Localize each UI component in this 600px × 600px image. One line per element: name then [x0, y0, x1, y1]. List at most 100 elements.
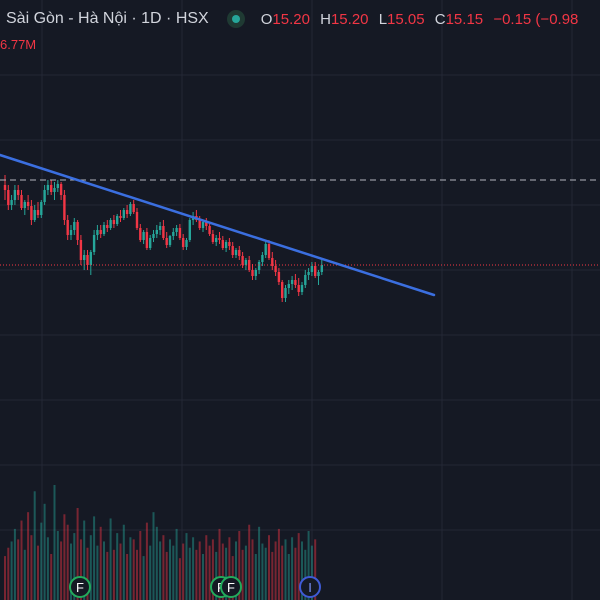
event-markers: FFFI	[69, 576, 321, 598]
candle-body	[215, 238, 218, 242]
candle-body	[208, 226, 211, 234]
volume-bar	[225, 547, 228, 600]
volume-bar	[208, 545, 211, 600]
volume-bar	[56, 531, 59, 600]
volume-bar	[23, 549, 26, 600]
open-label: O	[260, 10, 273, 28]
volume-bar	[142, 556, 145, 600]
candle-body	[257, 262, 261, 270]
volume-bar	[46, 537, 49, 600]
volume-bar	[99, 526, 102, 600]
ohlc-values: O15.20 H15.20 L15.05 C15.15 −0.15 (−0.98	[255, 11, 579, 28]
volume-bar	[182, 543, 185, 600]
candle-body	[106, 225, 109, 228]
volume-bar	[155, 526, 158, 600]
volume-bar	[136, 549, 138, 600]
candle-body	[142, 232, 145, 240]
symbol-title[interactable]: Sài Gòn - Hà Nội · 1D · HSX	[6, 10, 209, 27]
volume-bar	[139, 531, 142, 600]
candle-body	[86, 255, 89, 265]
change-value: −0.15 (−0.98	[493, 10, 579, 28]
volume-bars	[4, 485, 317, 600]
volume-bar	[205, 535, 208, 600]
candle-body	[188, 220, 191, 240]
volume-bar	[271, 551, 274, 600]
volume-bar	[244, 545, 247, 600]
candle-body	[129, 204, 132, 214]
volume-bar	[103, 541, 105, 600]
financials-marker-icon[interactable]	[220, 576, 242, 598]
volume-bar	[149, 545, 152, 600]
candle-body	[149, 238, 152, 248]
candle-body	[139, 228, 142, 240]
volume-bar	[221, 543, 224, 600]
event-marker-label: I	[308, 580, 312, 595]
volume-bar	[20, 520, 23, 600]
volume-bar	[264, 547, 267, 600]
volume-bar	[277, 528, 280, 600]
candle-body	[287, 284, 290, 288]
candle-body	[234, 250, 238, 255]
volume-bar	[310, 545, 313, 600]
volume-bar	[301, 541, 303, 600]
candle-body	[205, 222, 208, 226]
volume-bar	[185, 533, 188, 600]
volume-bar	[40, 522, 43, 600]
candle-body	[53, 188, 56, 192]
volume-bar	[251, 539, 254, 600]
candle-body	[7, 190, 10, 205]
info-marker-icon[interactable]	[299, 576, 321, 598]
candle-body	[10, 200, 13, 205]
volume-bar	[73, 533, 76, 600]
volume-bar	[50, 554, 53, 600]
candle-body	[122, 210, 125, 218]
volume-bar	[195, 549, 198, 600]
volume-bar	[70, 543, 72, 600]
candle-body	[17, 190, 20, 195]
candle-body	[221, 240, 224, 248]
close-value: 15.15	[445, 10, 484, 28]
candle-body	[99, 230, 102, 234]
volume-bar	[258, 526, 261, 600]
candle-body	[261, 255, 264, 262]
candle-body	[238, 250, 241, 256]
candle-body	[40, 202, 43, 215]
candle-body	[264, 244, 267, 255]
volume-bar	[297, 533, 300, 600]
candle-body	[241, 256, 244, 265]
volume-bar	[43, 503, 46, 600]
candle-body	[63, 195, 66, 220]
volume-bar	[281, 545, 284, 600]
volume-bar	[202, 554, 204, 600]
volume-bar	[129, 537, 132, 600]
financials-marker-icon[interactable]	[69, 576, 91, 598]
volume-bar	[268, 535, 270, 600]
candle-body	[109, 220, 112, 228]
candle-body	[168, 236, 172, 245]
volume-bar	[145, 522, 148, 600]
candle-body	[297, 285, 300, 292]
volume-bar	[96, 545, 99, 600]
volume-bar	[76, 508, 79, 600]
candle-body	[33, 210, 36, 220]
candle-body	[83, 255, 86, 260]
volume-bar	[33, 491, 36, 600]
candle-body	[66, 220, 69, 235]
candle-body	[92, 235, 96, 252]
candle-body	[69, 230, 73, 235]
volume-bar	[159, 541, 162, 600]
volume-bar	[304, 549, 307, 600]
volume-bar	[60, 541, 63, 600]
volume-bar	[79, 539, 82, 600]
volume-bar	[241, 549, 244, 600]
candle-body	[116, 216, 119, 224]
volume-bar	[53, 485, 56, 600]
volume-bar	[66, 524, 69, 600]
volume-bar	[152, 512, 155, 600]
candle-body	[26, 202, 30, 206]
candle-body	[3, 185, 7, 190]
volume-bar	[314, 539, 317, 600]
candle-body	[79, 240, 83, 260]
candle-body	[175, 228, 178, 232]
